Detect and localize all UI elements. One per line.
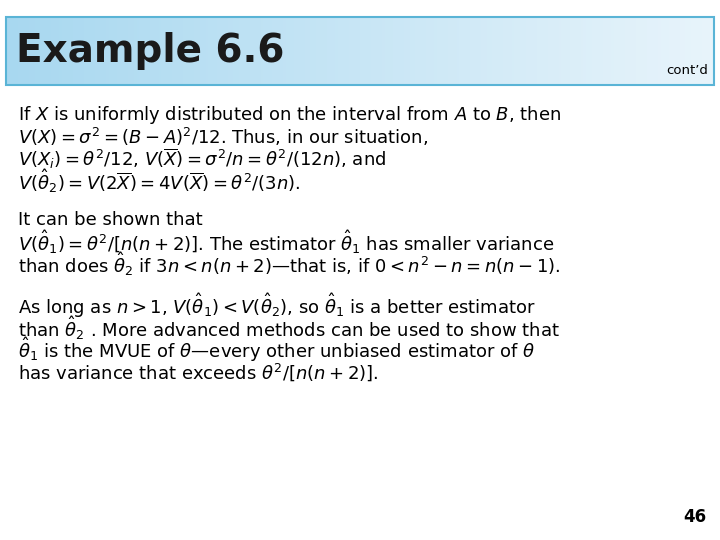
Text: 46: 46 bbox=[683, 508, 706, 526]
Text: $V(X) = \sigma^2 = (B - A)^2/12$. Thus, in our situation,: $V(X) = \sigma^2 = (B - A)^2/12$. Thus, … bbox=[18, 126, 428, 148]
Text: cont’d: cont’d bbox=[666, 64, 708, 77]
Text: $V(\hat{\theta}_2) = V(2\overline{X}) = 4V(\overline{X}) = \theta^2/(3n)$.: $V(\hat{\theta}_2) = V(2\overline{X}) = … bbox=[18, 167, 300, 195]
Text: As long as $n > 1$, $V(\hat{\theta}_1) < V(\hat{\theta}_2)$, so $\hat{\theta}_1$: As long as $n > 1$, $V(\hat{\theta}_1) <… bbox=[18, 292, 536, 320]
Text: It can be shown that: It can be shown that bbox=[18, 211, 202, 229]
Text: Example 6.6: Example 6.6 bbox=[16, 32, 284, 70]
Text: has variance that exceeds $\theta^2/[n(n + 2)]$.: has variance that exceeds $\theta^2/[n(n… bbox=[18, 361, 379, 383]
Text: $V(X_i) = \theta^2/12$, $V(\overline{X}) = \sigma^2/n = \theta^2/(12n)$, and: $V(X_i) = \theta^2/12$, $V(\overline{X})… bbox=[18, 147, 386, 171]
Text: $\hat{\theta}_1$ is the MVUE of $\theta$—every other unbiased estimator of $\the: $\hat{\theta}_1$ is the MVUE of $\theta$… bbox=[18, 336, 535, 364]
Text: $V(\hat{\theta}_1) = \theta^2/[n(n + 2)]$. The estimator $\hat{\theta}_1$ has sm: $V(\hat{\theta}_1) = \theta^2/[n(n + 2)]… bbox=[18, 228, 554, 256]
Text: than $\hat{\theta}_2$ . More advanced methods can be used to show that: than $\hat{\theta}_2$ . More advanced me… bbox=[18, 314, 560, 342]
Text: than does $\hat{\theta}_2$ if $3n < n(n + 2)$—that is, if $0 < n^2 - n = n(n - 1: than does $\hat{\theta}_2$ if $3n < n(n … bbox=[18, 250, 560, 278]
Text: If $X$ is uniformly distributed on the interval from $A$ to $B$, then: If $X$ is uniformly distributed on the i… bbox=[18, 104, 561, 126]
Bar bbox=[6, 17, 714, 85]
